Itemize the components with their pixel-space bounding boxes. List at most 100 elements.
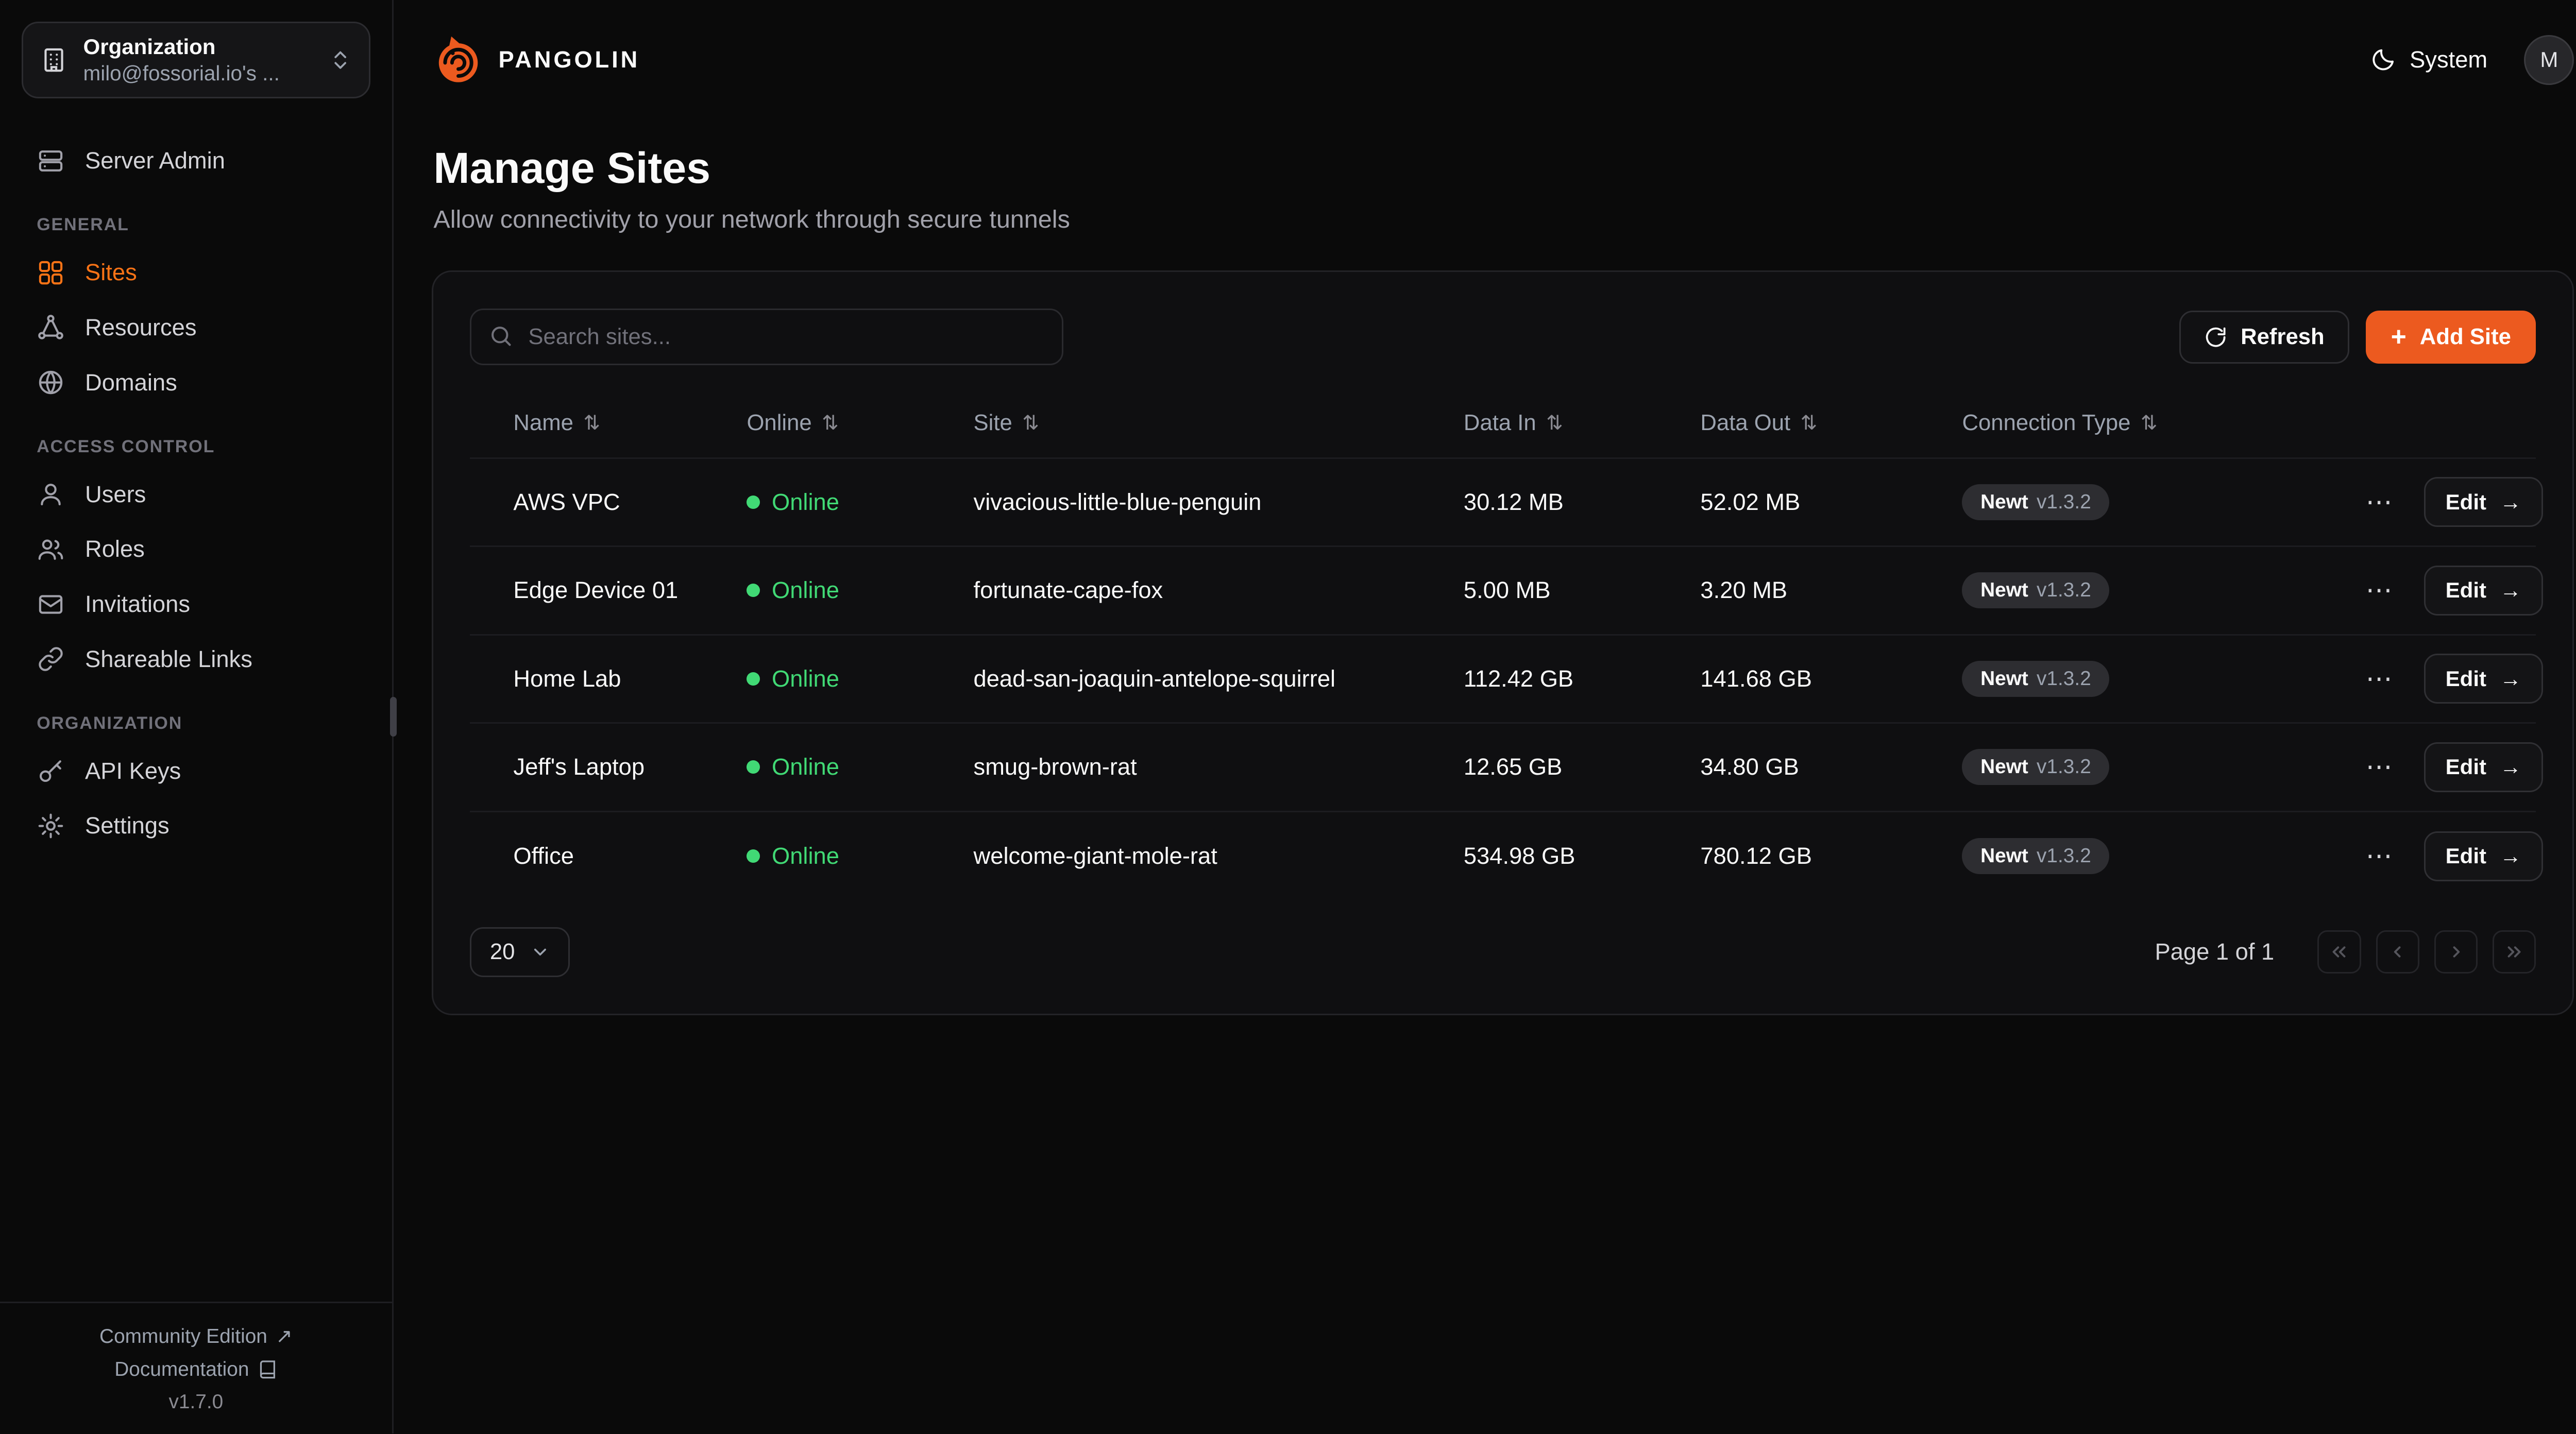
connection-name: Newt bbox=[1980, 579, 2028, 602]
page-title: Manage Sites bbox=[433, 144, 710, 193]
cell-name: Jeff's Laptop bbox=[513, 754, 645, 780]
nav-section-access-control: ACCESS CONTROL bbox=[37, 436, 215, 456]
row-menu-button[interactable]: ⋯ bbox=[2359, 840, 2401, 873]
link-icon bbox=[37, 645, 65, 673]
arrow-right-icon: → bbox=[2499, 578, 2521, 603]
edit-button[interactable]: Edit → bbox=[2424, 477, 2543, 527]
moon-icon bbox=[2369, 47, 2396, 74]
page-size-value: 20 bbox=[489, 939, 515, 965]
community-edition-label: Community Edition bbox=[99, 1325, 267, 1347]
table-header-row: Name ⇅ Online ⇅ Site ⇅ Data In ⇅ Data Out ⇅ C… bbox=[470, 389, 2536, 459]
column-header-name[interactable]: Name ⇅ bbox=[513, 410, 747, 436]
sidebar-item-shareable-links[interactable]: Shareable Links bbox=[20, 631, 372, 687]
edit-button[interactable]: Edit → bbox=[2424, 742, 2543, 792]
cell-data-in: 12.65 GB bbox=[1463, 754, 1563, 780]
connection-version: v1.3.2 bbox=[2037, 667, 2091, 690]
sidebar-resize-handle[interactable] bbox=[390, 696, 397, 737]
next-page-button[interactable] bbox=[2434, 930, 2478, 974]
top-header: PANGOLIN System M bbox=[394, 0, 2576, 120]
sidebar-footer: Community Edition ↗ Documentation v1.7.0 bbox=[0, 1302, 392, 1433]
sidebar-item-roles[interactable]: Roles bbox=[20, 522, 372, 577]
column-header-data-out[interactable]: Data Out ⇅ bbox=[1700, 410, 1962, 436]
edit-label: Edit bbox=[2445, 489, 2487, 514]
cell-actions: ⋯ Edit → bbox=[2359, 477, 2543, 527]
sidebar-item-label: Sites bbox=[85, 259, 137, 286]
users-icon bbox=[37, 535, 65, 564]
ellipsis-icon: ⋯ bbox=[2365, 575, 2394, 605]
prev-page-button[interactable] bbox=[2376, 930, 2419, 974]
edit-button[interactable]: Edit → bbox=[2424, 831, 2543, 881]
column-header-connection-type[interactable]: Connection Type ⇅ bbox=[1962, 410, 2359, 436]
search-wrap bbox=[470, 309, 1064, 366]
cell-data-in: 112.42 GB bbox=[1463, 665, 1574, 692]
sidebar-item-resources[interactable]: Resources bbox=[20, 300, 372, 355]
sidebar-item-api-keys[interactable]: API Keys bbox=[20, 743, 372, 798]
online-dot-icon bbox=[747, 760, 760, 774]
first-page-button[interactable] bbox=[2317, 930, 2361, 974]
main-area: PANGOLIN System M Manage Sites Allow con… bbox=[394, 0, 2576, 1433]
sidebar-item-settings[interactable]: Settings bbox=[20, 798, 372, 853]
sidebar-item-sites[interactable]: Sites bbox=[20, 245, 372, 300]
row-menu-button[interactable]: ⋯ bbox=[2359, 574, 2401, 607]
column-label: Site bbox=[973, 410, 1012, 436]
gear-icon bbox=[37, 812, 65, 840]
row-menu-button[interactable]: ⋯ bbox=[2359, 750, 2401, 784]
key-icon bbox=[37, 757, 65, 785]
column-header-data-in[interactable]: Data In ⇅ bbox=[1464, 410, 1701, 436]
column-label: Data In bbox=[1463, 410, 1536, 436]
edit-button[interactable]: Edit → bbox=[2424, 654, 2543, 704]
chevrons-right-icon bbox=[2503, 941, 2525, 963]
search-icon bbox=[488, 323, 514, 349]
edit-button[interactable]: Edit → bbox=[2424, 565, 2543, 616]
column-header-online[interactable]: Online ⇅ bbox=[747, 410, 973, 436]
online-dot-icon bbox=[747, 584, 760, 598]
community-edition-link[interactable]: Community Edition ↗ bbox=[0, 1320, 392, 1353]
column-header-site[interactable]: Site ⇅ bbox=[974, 410, 1464, 436]
connection-version: v1.3.2 bbox=[2037, 579, 2091, 602]
cell-data-out: 3.20 MB bbox=[1700, 577, 1788, 604]
edit-label: Edit bbox=[2445, 755, 2487, 779]
book-icon bbox=[258, 1359, 278, 1379]
add-site-button[interactable]: + Add Site bbox=[2366, 310, 2536, 364]
page-size-select[interactable]: 20 bbox=[470, 927, 570, 977]
avatar[interactable]: M bbox=[2524, 35, 2574, 86]
page-info: Page 1 of 1 bbox=[2155, 938, 2275, 965]
plus-icon: + bbox=[2391, 321, 2406, 352]
org-picker-value: milo@fossorial.io's ... bbox=[83, 61, 280, 86]
sidebar-item-domains[interactable]: Domains bbox=[20, 355, 372, 410]
cell-online: Online bbox=[747, 843, 973, 869]
connection-name: Newt bbox=[1980, 667, 2028, 690]
cell-data-out: 780.12 GB bbox=[1700, 843, 1812, 869]
refresh-button[interactable]: Refresh bbox=[2179, 310, 2350, 364]
cell-actions: ⋯ Edit → bbox=[2359, 565, 2543, 616]
connection-name: Newt bbox=[1980, 756, 2028, 778]
org-picker-title: Organization bbox=[83, 34, 216, 59]
last-page-button[interactable] bbox=[2493, 930, 2536, 974]
waypoints-icon bbox=[37, 313, 65, 342]
nav-section-general: GENERAL bbox=[37, 215, 129, 235]
sites-table: Name ⇅ Online ⇅ Site ⇅ Data In ⇅ Data Out ⇅ C… bbox=[470, 389, 2543, 900]
brand: PANGOLIN bbox=[433, 35, 640, 85]
connection-name: Newt bbox=[1980, 490, 2028, 513]
theme-toggle[interactable]: System bbox=[2369, 46, 2487, 73]
brand-name: PANGOLIN bbox=[498, 46, 640, 73]
column-label: Online bbox=[747, 410, 812, 436]
org-picker[interactable]: Organization milo@fossorial.io's ... bbox=[22, 22, 370, 98]
arrow-right-icon: → bbox=[2499, 666, 2521, 691]
connection-badge: Newt v1.3.2 bbox=[1962, 838, 2110, 875]
cell-connection-type: Newt v1.3.2 bbox=[1962, 572, 2359, 609]
row-menu-button[interactable]: ⋯ bbox=[2359, 662, 2401, 695]
table-row: Home Lab Online dead-san-joaquin-antelop… bbox=[470, 636, 2543, 724]
cell-name: Home Lab bbox=[513, 665, 621, 692]
sidebar-item-server-admin[interactable]: Server Admin bbox=[20, 133, 372, 189]
sort-icon: ⇅ bbox=[1022, 412, 1039, 434]
documentation-link[interactable]: Documentation bbox=[0, 1353, 392, 1386]
search-input[interactable] bbox=[470, 309, 1064, 366]
row-menu-button[interactable]: ⋯ bbox=[2359, 485, 2401, 519]
sidebar-item-users[interactable]: Users bbox=[20, 467, 372, 522]
sidebar-item-invitations[interactable]: Invitations bbox=[20, 577, 372, 632]
header-right: System M bbox=[2369, 35, 2574, 86]
connection-badge: Newt v1.3.2 bbox=[1962, 572, 2110, 609]
arrow-right-icon: → bbox=[2499, 489, 2521, 514]
